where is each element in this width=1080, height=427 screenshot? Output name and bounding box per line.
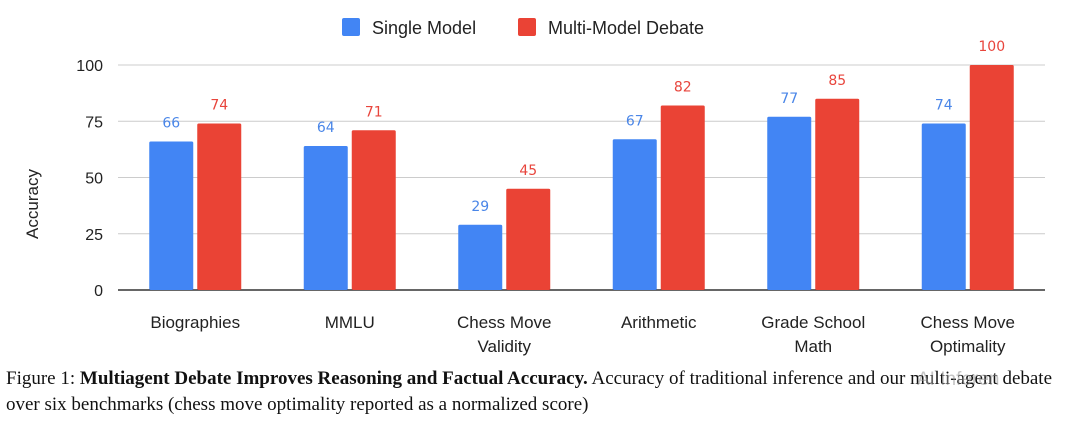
legend-label: Multi-Model Debate [548,18,704,38]
caption-title: Multiagent Debate Improves Reasoning and… [79,368,588,389]
y-tick-label: 25 [85,227,103,244]
data-label: 82 [674,80,692,96]
bar-single-0 [149,141,194,290]
bar-debate-0 [197,123,242,290]
data-label: 64 [317,120,335,136]
bar-debate-4 [815,98,860,290]
y-axis-ticks: 0 25 50 75 100 [76,58,103,300]
legend-label: Single Model [372,18,476,38]
bar-single-4 [767,116,812,290]
y-tick-label: 50 [85,171,103,188]
category-label: Grade School [761,313,865,332]
y-tick-label: 100 [76,58,103,75]
data-label: 67 [626,113,644,129]
bar-single-3 [612,139,657,290]
data-label: 77 [780,91,798,107]
data-label: 74 [935,98,953,114]
figure-caption: Figure 1: Multiagent Debate Improves Rea… [6,366,1076,418]
bars [149,65,1014,290]
data-label: 100 [978,39,1005,55]
bar-debate-2 [506,188,551,290]
category-labels: Biographies MMLU Chess Move Validity Arithme… [150,313,1015,356]
data-label: 85 [828,73,846,89]
legend: Single Model Multi-Model Debate [342,18,704,38]
data-label: 29 [471,199,489,215]
category-label: Validity [477,337,531,356]
watermark: AI Inferen [917,369,1000,390]
data-label: 74 [210,98,228,114]
data-label: 66 [162,116,180,132]
category-label: Chess Move [457,313,551,332]
category-label: Chess Move [921,313,1015,332]
category-label: Optimality [930,337,1006,356]
data-labels: 66 74 64 71 29 45 67 82 77 85 74 100 [162,39,1005,215]
category-label: Biographies [150,313,240,332]
bar-chart: 0 25 50 75 100 66 74 64 71 29 45 67 82 77 85 74 100 Bio… [23,18,1045,356]
legend-swatch-1 [518,18,536,36]
bar-single-1 [303,146,348,290]
bar-single-2 [458,224,503,290]
category-label: MMLU [325,313,375,332]
caption-body: Accuracy of traditional inference and ou… [6,368,1053,415]
gridlines [118,64,1045,291]
bar-single-5 [921,123,966,290]
bar-debate-5 [969,65,1014,290]
category-label: Arithmetic [621,313,697,332]
legend-swatch-0 [342,18,360,36]
bar-debate-3 [660,105,705,290]
data-label: 45 [519,163,537,179]
y-tick-label: 75 [85,114,103,131]
bar-debate-1 [351,130,396,290]
category-label: Math [794,337,832,356]
caption-prefix: Figure 1: [6,368,80,389]
y-tick-label: 0 [94,283,103,300]
data-label: 71 [365,104,383,120]
y-axis-label: Accuracy [23,169,42,239]
